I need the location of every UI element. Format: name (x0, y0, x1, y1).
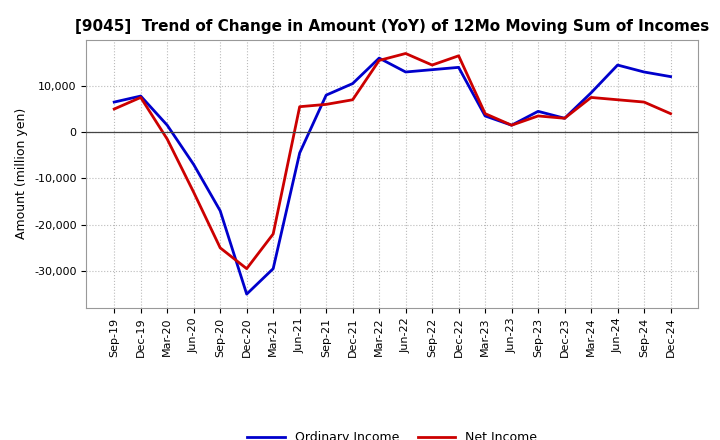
Net Income (481, 111, 490, 116)
Ordinary Income (322, 92, 330, 98)
Ordinary Income (666, 74, 675, 79)
Ordinary Income (110, 99, 119, 105)
Net Income (295, 104, 304, 109)
Ordinary Income (613, 62, 622, 68)
Net Income (534, 114, 542, 119)
Y-axis label: Amount (million yen): Amount (million yen) (16, 108, 29, 239)
Net Income (189, 190, 198, 195)
Ordinary Income (401, 70, 410, 75)
Ordinary Income (481, 114, 490, 119)
Net Income (375, 58, 384, 63)
Ordinary Income (216, 208, 225, 213)
Ordinary Income (136, 93, 145, 99)
Line: Net Income: Net Income (114, 54, 670, 269)
Ordinary Income (560, 116, 569, 121)
Net Income (640, 99, 649, 105)
Net Income (136, 95, 145, 100)
Net Income (322, 102, 330, 107)
Ordinary Income (534, 109, 542, 114)
Net Income (428, 62, 436, 68)
Ordinary Income (189, 162, 198, 167)
Net Income (587, 95, 595, 100)
Net Income (243, 266, 251, 271)
Ordinary Income (163, 123, 171, 128)
Ordinary Income (269, 266, 277, 271)
Line: Ordinary Income: Ordinary Income (114, 58, 670, 294)
Ordinary Income (587, 90, 595, 95)
Net Income (401, 51, 410, 56)
Ordinary Income (348, 81, 357, 86)
Title: [9045]  Trend of Change in Amount (YoY) of 12Mo Moving Sum of Incomes: [9045] Trend of Change in Amount (YoY) o… (76, 19, 709, 34)
Net Income (666, 111, 675, 116)
Ordinary Income (640, 70, 649, 75)
Ordinary Income (454, 65, 463, 70)
Net Income (613, 97, 622, 103)
Ordinary Income (508, 123, 516, 128)
Net Income (454, 53, 463, 59)
Ordinary Income (428, 67, 436, 72)
Net Income (508, 123, 516, 128)
Net Income (216, 245, 225, 250)
Net Income (348, 97, 357, 103)
Net Income (560, 116, 569, 121)
Ordinary Income (243, 291, 251, 297)
Legend: Ordinary Income, Net Income: Ordinary Income, Net Income (243, 426, 542, 440)
Ordinary Income (295, 150, 304, 156)
Net Income (110, 106, 119, 112)
Net Income (163, 136, 171, 142)
Net Income (269, 231, 277, 237)
Ordinary Income (375, 55, 384, 61)
